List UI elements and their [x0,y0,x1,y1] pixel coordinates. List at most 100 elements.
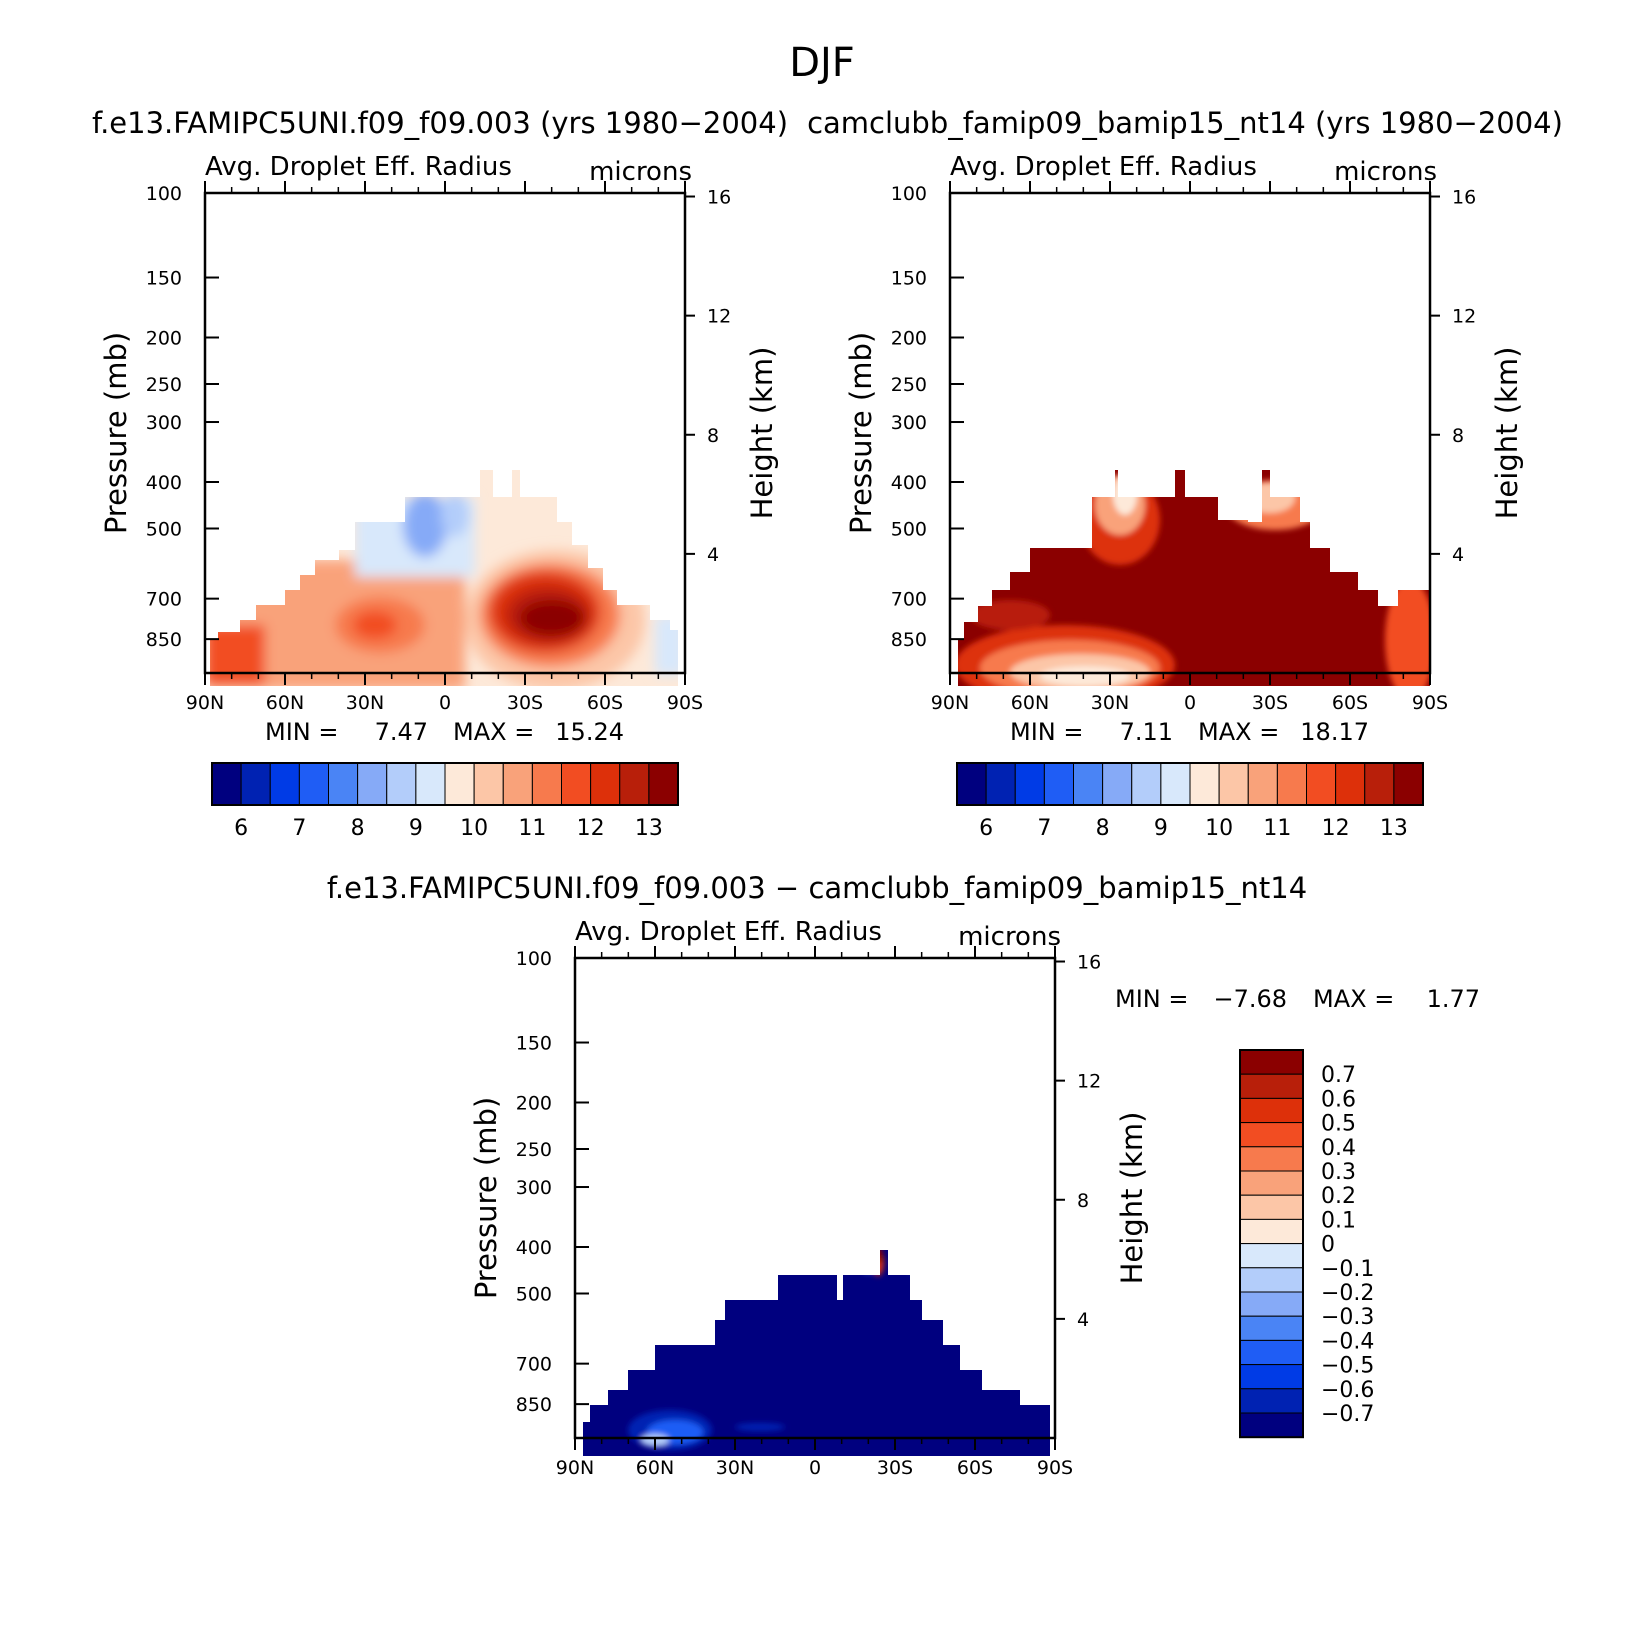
x-tick-label: 60S [957,1457,993,1479]
panel-1-ylabel-right: Height (km) [745,347,779,520]
x-tick-label: 90S [1412,692,1448,714]
x-tick-label: 30N [1091,692,1129,714]
panel-1-west-edge [210,625,265,685]
panel-3-max-value: 1.77 [1427,985,1480,1013]
panel-3-units-label: microns [958,922,1061,952]
figure-title: DJF [789,40,855,86]
colorbar-label: 13 [635,816,663,841]
panel-3-max-label: MAX = [1313,985,1394,1013]
right-tick-label: 4 [1077,1309,1089,1331]
panel-1-max-value: 15.24 [555,718,624,746]
panel-2-colorbar: 6 7 8 9 10 11 12 13 [956,762,1424,841]
colorbar-label: 13 [1380,816,1408,841]
y-tick-label: 400 [516,1237,552,1259]
colorbar-swatch [240,762,271,806]
colorbar-swatch [1189,762,1220,806]
right-tick-label: 8 [1077,1190,1089,1212]
panel-1-colorbar: 6 7 8 9 10 11 12 13 [211,762,679,841]
x-tick-label: 60N [266,692,304,714]
colorbar-label: −0.5 [1321,1354,1374,1379]
right-tick-label: 8 [1452,425,1464,447]
colorbar-label: 9 [1154,816,1168,841]
colorbar-swatch [211,762,242,806]
colorbar-swatch [298,762,329,806]
colorbar-label: 8 [351,816,365,841]
y-tick-label: 100 [516,948,552,970]
colorbar-swatch [1043,762,1074,806]
colorbar-swatch [1073,762,1104,806]
right-tick-label: 8 [707,425,719,447]
y-tick-label: 250 [516,1139,552,1161]
x-tick-label: 0 [809,1457,821,1479]
colorbar-swatch [648,762,679,806]
panel-2-x-ticks: 90N 60N 30N 0 30S 60S 90S [931,181,1448,714]
colorbar-swatch [1239,1097,1304,1124]
colorbar-swatch [1239,1146,1304,1172]
panel-2: camclubb_famip09_bamip15_nt14 (yrs 1980−… [807,106,1563,841]
y-tick-label: 200 [516,1092,552,1114]
x-tick-label: 60S [1332,692,1368,714]
panel-1: f.e13.FAMIPC5UNI.f09_f09.003 (yrs 1980−2… [92,106,788,841]
colorbar-swatch [1102,762,1133,806]
y-tick-label: 150 [146,268,182,290]
colorbar-swatch [1218,762,1249,806]
panel-1-sh-max-5 [520,600,584,636]
colorbar-label: 0.6 [1321,1087,1356,1112]
y-tick-label: 150 [891,268,927,290]
x-tick-label: 0 [1184,692,1196,714]
panel-3-colorbar: 0.70.60.50.40.30.20.10−0.1−0.2−0.3−0.4−0… [1239,1049,1374,1439]
y-tick-label: 700 [891,589,927,611]
panel-3-x-ticks: 90N 60N 30N 0 30S 60S 90S [556,946,1073,1479]
x-tick-label: 90N [186,692,224,714]
panel-2-upper-low-3 [1113,475,1137,515]
y-tick-label: 700 [146,589,182,611]
colorbar-label: −0.6 [1321,1378,1374,1403]
colorbar-swatch [1364,762,1395,806]
colorbar-swatch [1239,1291,1304,1317]
colorbar-label: −0.2 [1321,1281,1374,1306]
right-tick-label: 4 [707,544,719,566]
panel-2-ylabel-right: Height (km) [1490,347,1524,520]
panel-2-sh-upper-2 [1245,483,1295,513]
colorbar-swatch [1239,1339,1304,1366]
colorbar-label: −0.3 [1321,1305,1374,1330]
colorbar-label: 11 [1263,816,1291,841]
panel-2-run-title: camclubb_famip09_bamip15_nt14 (yrs 1980−… [807,106,1563,140]
y-tick-label: 850 [891,629,927,651]
x-tick-label: 60N [636,1457,674,1479]
colorbar-swatch [357,762,388,806]
colorbar-label: 0.4 [1321,1136,1356,1161]
colorbar-swatch [415,762,446,806]
panel-3-run-title: f.e13.FAMIPC5UNI.f09_f09.003 − camclubb_… [327,871,1307,905]
colorbar-swatch [1239,1122,1304,1148]
x-tick-label: 30S [1252,692,1288,714]
panel-1-x-ticks: 90N 60N 30N 0 30S 60S 90S [186,181,703,714]
x-tick-label: 30N [716,1457,754,1479]
y-tick-label: 200 [146,327,182,349]
panel-1-min-label: MIN = [265,718,338,746]
panel-2-right-ticks: 16 12 8 4 [1430,187,1476,566]
panel-3-pos-fringe-2 [908,1263,914,1273]
x-tick-label: 60S [587,692,623,714]
colorbar-swatch [1239,1364,1304,1390]
colorbar-swatch [386,762,417,806]
colorbar-swatch [1239,1315,1304,1341]
y-tick-label: 500 [516,1284,552,1306]
colorbar-label: 12 [577,816,605,841]
panel-2-units-label: microns [1334,157,1437,187]
colorbar-swatch [1014,762,1045,806]
y-tick-label: 100 [891,183,927,205]
panel-3: f.e13.FAMIPC5UNI.f09_f09.003 − camclubb_… [327,871,1480,1479]
panel-2-min-label: MIN = [1010,718,1083,746]
colorbar-swatch [1306,762,1337,806]
colorbar-swatch [269,762,300,806]
x-tick-label: 90N [931,692,969,714]
y-tick-label: 850 [146,629,182,651]
colorbar-swatch [328,762,359,806]
panel-1-min-value: 7.47 [375,718,428,746]
x-tick-label: 90S [1037,1457,1073,1479]
colorbar-label: 10 [1205,816,1233,841]
x-tick-label: 90S [667,692,703,714]
colorbar-label: 0.7 [1321,1063,1356,1088]
